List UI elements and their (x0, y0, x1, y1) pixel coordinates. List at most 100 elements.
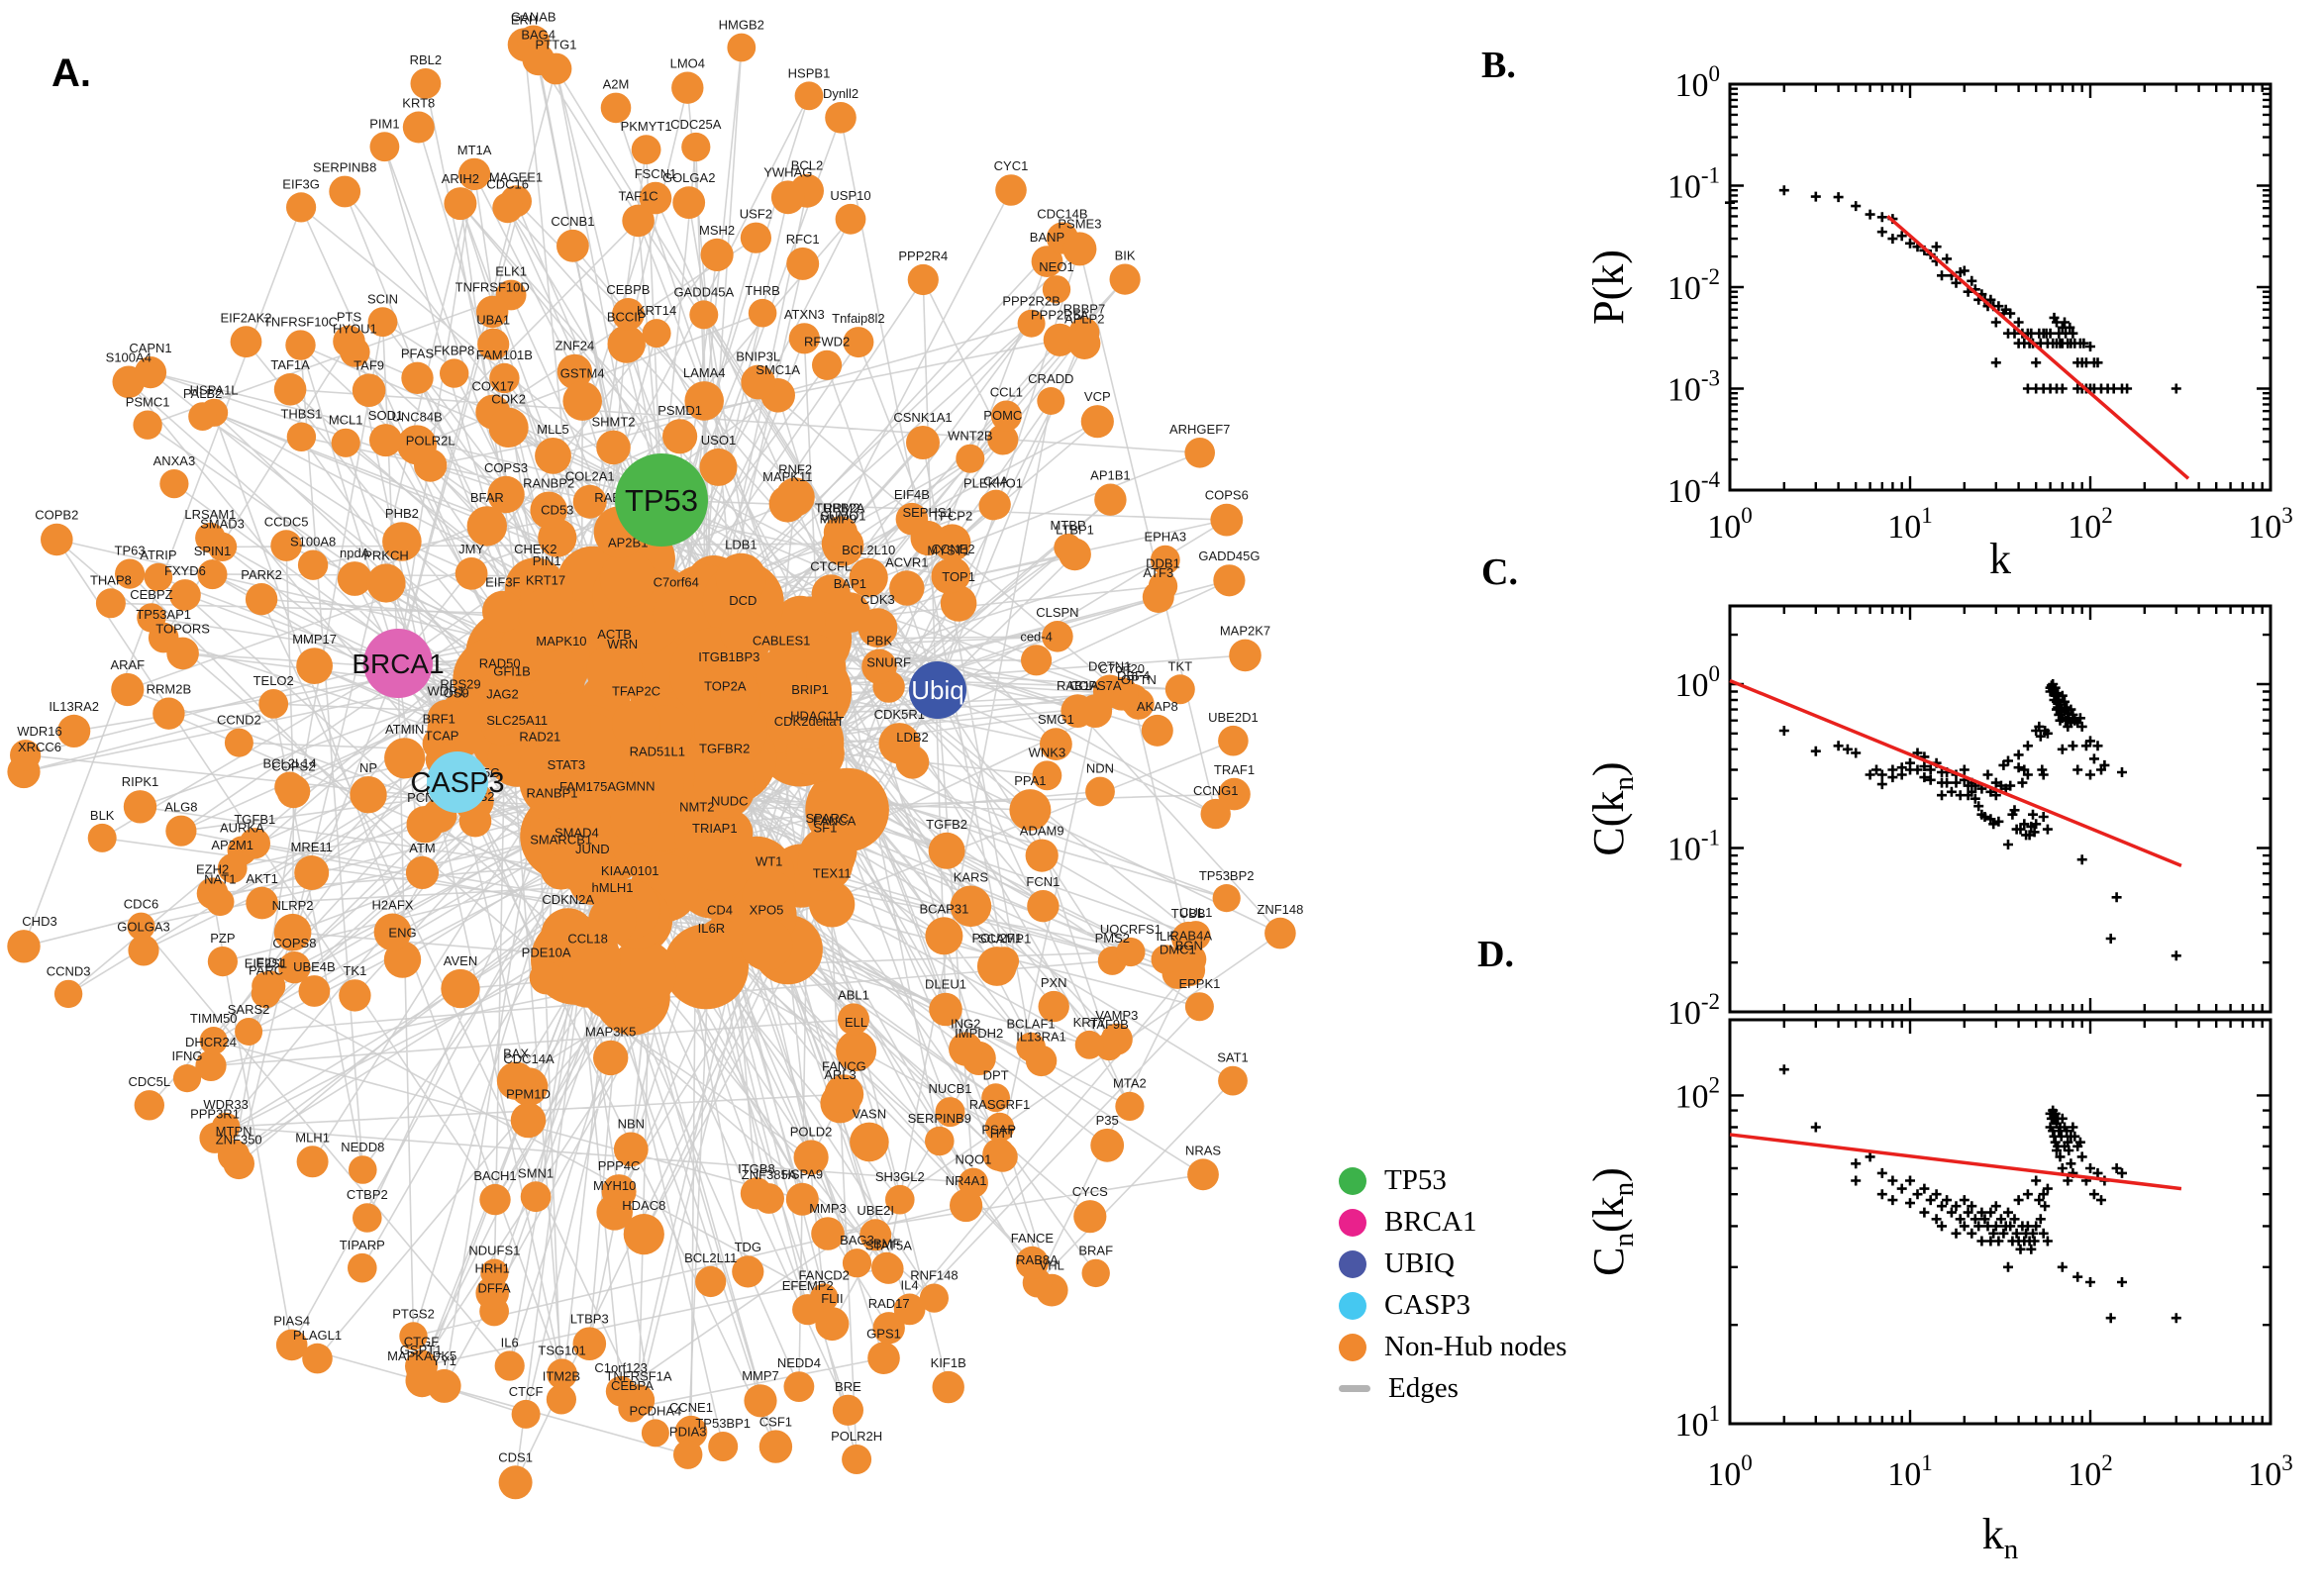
network-node (1184, 438, 1215, 468)
network-node (792, 1294, 824, 1326)
network-node (987, 424, 1019, 455)
network-node-label: IL6 (501, 1335, 519, 1349)
network-node (479, 1183, 511, 1216)
network-node (689, 937, 733, 979)
panel-label-b: B. (1481, 45, 1516, 86)
network-node-label: ced-4 (1020, 629, 1053, 644)
network-node-label: CCDC5 (264, 514, 309, 529)
network-node-label: ALG8 (164, 800, 197, 815)
network-node (520, 1181, 552, 1213)
network-node (850, 1122, 889, 1162)
network-node-label: KRT17 (526, 573, 565, 588)
network-node (639, 181, 672, 215)
network-node-label: CLSPN (1036, 605, 1078, 620)
network-node (600, 92, 632, 124)
network-node-label: MTA2 (1113, 1076, 1147, 1091)
network-node (630, 759, 684, 814)
network-node-label: XRCC6 (18, 740, 61, 754)
network-node (612, 699, 660, 748)
network-node (596, 430, 631, 465)
network-node-label: USP10 (830, 188, 870, 203)
network-node-label: GANAB (511, 10, 556, 25)
network-node-label: ELL (845, 1015, 867, 1030)
network-node-label: ACVR1 (885, 554, 928, 569)
network-node (246, 886, 278, 920)
network-node (273, 913, 312, 951)
scatter-points (1725, 185, 2181, 394)
network-node (1090, 1128, 1125, 1162)
network-node-label: MLL5 (537, 422, 569, 437)
network-node-label: LRSAM1 (184, 507, 236, 522)
network-node (496, 1061, 536, 1100)
tick-label-10e2: 102 (2068, 503, 2113, 546)
network-node-label: GFI1B (493, 664, 531, 679)
network-node-label: CSF1 (759, 1414, 792, 1429)
network-node-label: BANP (1030, 230, 1064, 245)
network-node-label: BRIP1 (791, 682, 829, 697)
network-node (1115, 1091, 1145, 1121)
network-node-label: PIM1 (369, 116, 399, 131)
network-node (286, 422, 317, 451)
network-node-label: POLR2H (831, 1429, 882, 1444)
tick-label-10e0: 100 (1675, 61, 1721, 104)
network-node (861, 648, 897, 685)
network-node-label: BRE (835, 1379, 861, 1394)
network-node (518, 745, 561, 788)
legend: TP53 BRCA1 UBIQ CASP3 Non-Hub nodes Edges (1339, 1164, 1566, 1405)
hub-label-casp3: CASP3 (410, 767, 504, 799)
network-node (842, 1248, 872, 1278)
network-node-label: TFCP2 (932, 508, 972, 523)
network-node (995, 174, 1027, 206)
network-node-label: FAM175A (559, 779, 616, 794)
network-node-label: NBN (618, 1117, 645, 1132)
hub-label-brca1: BRCA1 (352, 648, 444, 679)
network-node (836, 1031, 877, 1071)
network-node-label: CSNK1A1 (893, 410, 952, 425)
chart-d: 100 101 102 103 102 101 kn​ Cn​(kn​) (1584, 1018, 2293, 1565)
network-node (681, 132, 711, 162)
network-node-label: TEX11 (813, 865, 852, 880)
network-node (794, 81, 824, 111)
network-node-label: COPS6 (1205, 488, 1249, 503)
network-node-label: UBA1 (476, 313, 510, 328)
network-node-label: SERPINB9 (908, 1111, 971, 1126)
network-node-label: PRKCH (363, 548, 409, 562)
network-node-label: SLC25A11 (486, 713, 548, 728)
network-node (543, 772, 590, 820)
network-node-label: MAPK10 (536, 634, 586, 648)
network-node (1109, 263, 1141, 295)
panel-label-c: C. (1481, 551, 1518, 593)
network-node (402, 111, 435, 144)
network-node-label: WNT2B (948, 429, 993, 444)
network-node-label: MSH2 (699, 223, 735, 238)
network-node-label: UBE2I (857, 1203, 894, 1218)
network-node-label: SCAMP1 (978, 931, 1031, 946)
network-node-label: UBE4B (293, 959, 336, 974)
network-node-label: EIF2S1 (245, 956, 287, 971)
network-node (352, 373, 386, 408)
network-node-label: TP53BP2 (1199, 868, 1255, 883)
network-node-label: LTBP3 (570, 1311, 609, 1326)
network-node (169, 579, 201, 611)
network-node-label: MMP3 (809, 1201, 847, 1216)
network-node (1085, 776, 1115, 807)
network-node (572, 1327, 607, 1360)
network-node-label: DCD (729, 593, 757, 608)
network-node-label: PSAP (981, 1123, 1016, 1138)
network-node (925, 917, 963, 955)
network-node (671, 71, 704, 104)
network-node-label: PTS (337, 310, 362, 325)
network-node (53, 979, 83, 1009)
network-node (1218, 777, 1251, 811)
network-node-label: CDK2deltaT (774, 714, 845, 729)
network-node-label: AVEN (444, 953, 477, 968)
network-node-label: BAX (503, 1046, 529, 1060)
network-node (144, 562, 173, 592)
network-node (159, 469, 189, 499)
network-node (296, 1146, 329, 1178)
network-node-label: BNIP3L (736, 349, 780, 364)
network-node (1212, 884, 1241, 913)
network-node (612, 298, 645, 331)
network-node (518, 588, 573, 643)
network-node-label: PPP2R2B (1002, 294, 1060, 309)
